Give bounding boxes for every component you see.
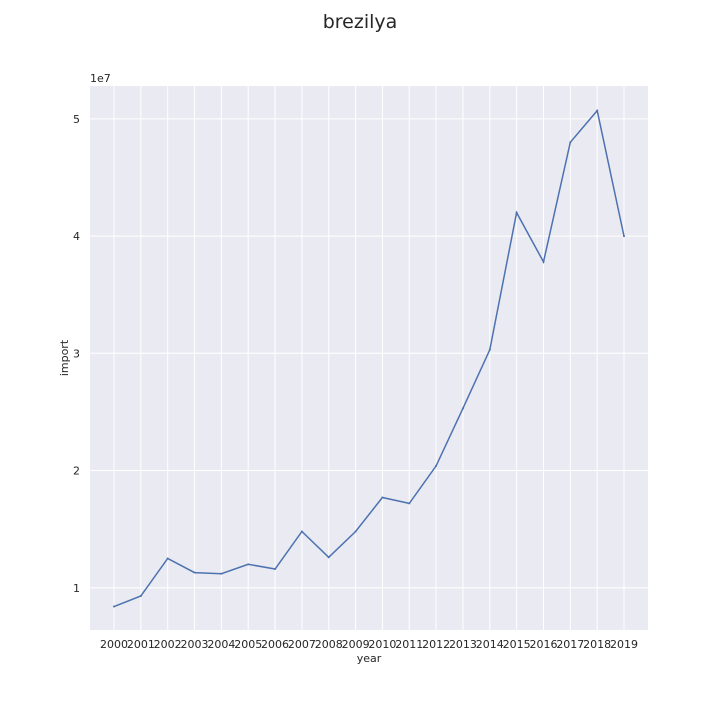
x-tick-label: 2005 [234,638,262,651]
x-tick-label: 2013 [449,638,477,651]
x-tick-labels: 2000200120022003200420052006200720082009… [100,638,638,651]
x-axis-label: year [357,652,382,665]
data-point [327,556,330,559]
data-point [515,211,518,214]
data-point [435,464,438,467]
series-line [113,108,625,608]
x-tick-label: 2018 [583,638,611,651]
x-tick-label: 2012 [422,638,450,651]
x-tick-label: 2006 [261,638,289,651]
x-tick-label: 2002 [154,638,182,651]
data-point [193,571,196,574]
data-point [139,595,142,597]
data-point [542,260,545,263]
y-tick-label: 3 [73,347,80,360]
x-tick-label: 2009 [342,638,370,651]
x-tick-label: 2017 [556,638,584,651]
y-tick-label: 4 [73,230,80,243]
data-point [220,572,223,575]
data-point [596,109,599,112]
data-point [408,502,411,505]
data-point [354,530,357,533]
x-tick-label: 2003 [181,638,209,651]
x-tick-label: 2019 [610,638,638,651]
data-point [113,605,115,608]
series-layer [113,108,625,608]
x-tick-label: 2001 [127,638,155,651]
y-tick-label: 1 [73,582,80,595]
x-tick-label: 2000 [100,638,128,651]
x-tick-label: 2008 [315,638,343,651]
data-point [274,568,277,571]
y-tick-labels: 1 2 3 4 5 [73,113,80,595]
data-point [569,141,572,144]
y-tick-label: 5 [73,113,80,126]
y-tick-label: 2 [73,465,80,478]
data-point [623,235,625,238]
x-tick-label: 2011 [395,638,423,651]
x-tick-label: 2010 [368,638,396,651]
data-point [247,563,250,566]
chart-title: brezilya [323,11,398,33]
data-point [300,530,303,533]
grid-lines [90,86,648,630]
x-tick-label: 2004 [207,638,235,651]
data-point [381,496,384,499]
data-point [488,348,491,351]
x-tick-label: 2016 [529,638,557,651]
plot-area [90,86,648,630]
y-offset-label: 1e7 [90,72,111,85]
data-point [461,407,464,410]
x-tick-label: 2007 [288,638,316,651]
x-tick-label: 2014 [476,638,504,651]
data-point [166,557,169,560]
x-tick-label: 2015 [503,638,531,651]
y-axis-label: import [58,339,71,376]
